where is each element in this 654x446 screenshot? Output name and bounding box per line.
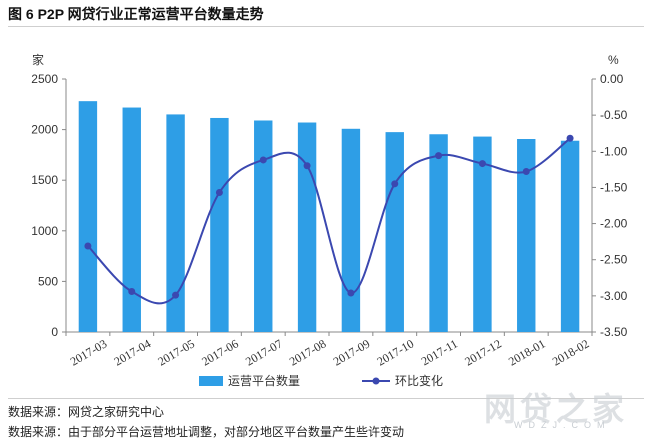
x-tick-label: 2018-02: [550, 336, 592, 368]
y-left-tick-label: 500: [38, 274, 58, 288]
bar-series: [78, 101, 580, 333]
bar: [254, 120, 273, 332]
bar: [210, 117, 229, 332]
bar: [122, 107, 141, 333]
x-tick-label: 2017-05: [155, 336, 197, 368]
y-right-tick-label: -3.00: [600, 289, 628, 303]
bar: [78, 101, 98, 332]
x-tick-label: 2017-09: [331, 336, 373, 368]
x-tick-label: 2017-10: [375, 336, 417, 368]
y-left-tick-label: 1500: [31, 173, 58, 187]
line-path: [87, 137, 571, 305]
line-point: [391, 180, 399, 188]
bar: [297, 122, 317, 333]
y-left-unit-label: 家: [32, 52, 44, 67]
watermark-logo: 网贷之家: [484, 390, 629, 428]
line-point: [347, 289, 355, 297]
y-left-tick-label: 0: [51, 325, 58, 339]
x-tick-label: 2017-08: [287, 336, 329, 368]
legend-line-label: 环比变化: [395, 373, 443, 388]
x-tick-label: 2017-03: [68, 336, 110, 368]
line-point: [478, 160, 486, 168]
chart-axes: 家 % 0 500 1000 1500 2000 2500 0.00 -0.50 -1.00 -1.5…: [31, 52, 627, 339]
bar: [560, 140, 580, 332]
line-point: [259, 156, 267, 164]
y-right-tick-label: -1.50: [600, 180, 628, 194]
y-right-tick-label: -2.00: [600, 217, 628, 231]
legend-bar-swatch: [199, 376, 223, 386]
combo-chart: 家 % 0 500 1000 1500 2000 2500 0.00 -0.50 -1.00 -1.5…: [31, 52, 627, 388]
line-point: [84, 242, 92, 250]
x-tick-label: 2017-07: [243, 336, 285, 368]
y-left-tick-label: 2000: [31, 123, 58, 137]
bar: [385, 132, 404, 332]
x-tick-label: 2017-04: [112, 336, 154, 368]
y-right-tick-label: -3.50: [600, 325, 628, 339]
bar: [166, 114, 185, 332]
data-source-note: 数据来源：网贷之家研究中心: [8, 405, 165, 419]
line-point: [215, 188, 223, 196]
legend-line-marker: [372, 377, 380, 385]
bar: [429, 134, 448, 332]
y-right-tick-label: 0.00: [600, 72, 624, 86]
bottom-divider: [8, 398, 644, 399]
line-point: [435, 152, 443, 160]
y-right-unit-label: %: [608, 53, 619, 67]
figure-title: 图 6 P2P 网贷行业正常运营平台数量走势: [8, 6, 264, 22]
x-tick-label: 2017-06: [199, 336, 241, 368]
line-point: [566, 134, 574, 142]
legend: 运营平台数量 环比变化: [199, 373, 443, 388]
line-point: [128, 288, 136, 296]
y-left-tick-label: 1000: [31, 224, 58, 238]
y-left-tick-label: 2500: [31, 72, 58, 86]
x-tick-label: 2017-11: [419, 336, 460, 368]
top-divider: [8, 26, 644, 27]
x-tick-labels: 2017-03 2017-04 2017-05 2017-06 2017-07 2017-…: [68, 336, 592, 368]
bar: [473, 136, 492, 332]
line-series: [84, 134, 574, 305]
line-point: [522, 168, 530, 176]
bar: [341, 128, 361, 332]
legend-bar-label: 运营平台数量: [228, 373, 300, 388]
line-point: [172, 291, 180, 299]
y-right-tick-label: -0.50: [600, 108, 628, 122]
watermark-domain: WDZJ.COM: [514, 420, 611, 430]
bar: [517, 139, 536, 332]
x-tick-label: 2017-12: [462, 336, 504, 368]
data-source-remark: 数据来源：由于部分平台运营地址调整，对部分地区平台数量产生些许变动: [8, 425, 405, 439]
y-right-tick-label: -2.50: [600, 253, 628, 267]
x-tick-label: 2018-01: [506, 336, 548, 368]
y-right-tick-label: -1.00: [600, 144, 628, 158]
line-point: [303, 162, 311, 170]
